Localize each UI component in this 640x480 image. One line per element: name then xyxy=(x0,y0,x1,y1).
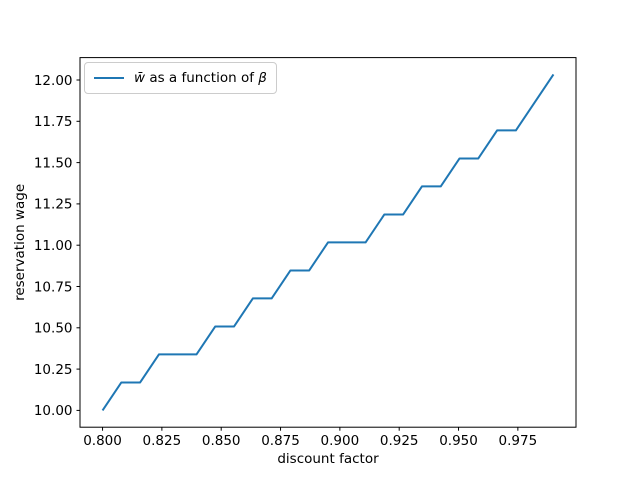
x-tick-label: 0.900 xyxy=(321,433,360,449)
axes-frame xyxy=(79,57,577,428)
y-tick-label: 12.00 xyxy=(34,73,73,89)
x-tick-label: 0.825 xyxy=(143,433,182,449)
ticks-layer: 0.800 0.825 0.850 0.875 0.900 0.925 0.950 0.975… xyxy=(34,73,537,449)
legend-label-mid: as a function of xyxy=(145,70,259,86)
y-tick-label: 11.25 xyxy=(34,197,73,213)
y-tick-label: 10.25 xyxy=(34,362,73,378)
series-line-reservation-wage xyxy=(101,73,555,411)
x-tick-label: 0.875 xyxy=(261,433,300,449)
x-tick-label: 0.850 xyxy=(202,433,241,449)
y-tick-label: 11.00 xyxy=(34,238,73,254)
legend-label: w̄ as a function of β xyxy=(134,70,267,86)
y-tick-label: 10.00 xyxy=(34,403,73,419)
y-tick-label: 10.75 xyxy=(34,279,73,295)
x-tick-label: 0.800 xyxy=(83,433,122,449)
x-axis-label: discount factor xyxy=(277,451,379,467)
y-tick-label: 10.50 xyxy=(34,321,73,337)
legend-wbar-symbol: w̄ xyxy=(134,70,146,86)
legend: w̄ as a function of β xyxy=(84,62,277,94)
legend-beta-symbol: β xyxy=(258,70,267,86)
x-tick-label: 0.950 xyxy=(439,433,478,449)
legend-line-sample xyxy=(94,77,124,79)
y-tick-label: 11.50 xyxy=(34,155,73,171)
x-tick-label: 0.975 xyxy=(499,433,538,449)
x-tick-label: 0.925 xyxy=(380,433,419,449)
y-axis-label: reservation wage xyxy=(12,184,28,301)
y-tick-label: 11.75 xyxy=(34,114,73,130)
